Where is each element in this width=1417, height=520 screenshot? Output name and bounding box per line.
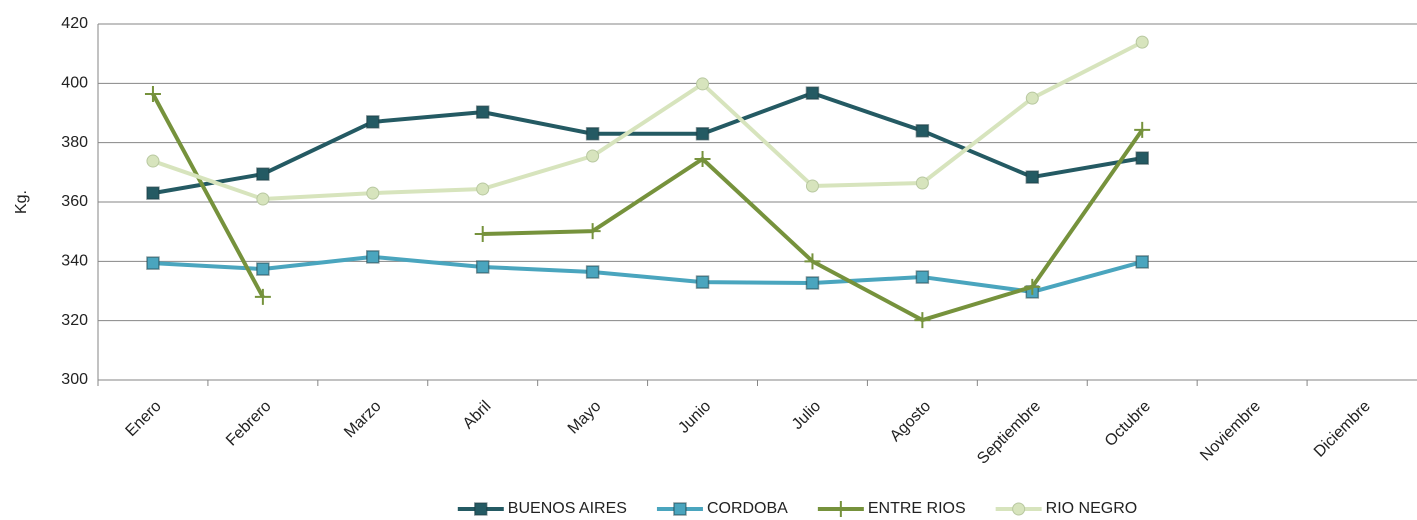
marker <box>1135 35 1149 49</box>
x-tick-label: Abril <box>460 398 495 433</box>
marker <box>695 127 710 141</box>
series-line <box>152 91 1143 196</box>
x-tick-label: Febrero <box>223 398 275 450</box>
x-tick-label: Diciembre <box>1311 398 1374 461</box>
marker <box>476 182 490 196</box>
marker <box>915 124 930 138</box>
marker <box>1012 502 1026 516</box>
legend-label: BUENOS AIRES <box>508 500 627 517</box>
x-tick-label: Marzo <box>341 398 385 442</box>
marker <box>696 77 710 91</box>
y-tick-label: 380 <box>61 134 88 151</box>
x-tick-label: Septiembre <box>974 398 1044 468</box>
y-tick-label: 360 <box>61 193 88 210</box>
x-tick-label: Mayo <box>565 398 605 438</box>
marker <box>146 256 160 270</box>
marker <box>366 186 380 200</box>
marker <box>144 86 161 103</box>
marker <box>673 502 687 516</box>
y-tick-label: 320 <box>61 312 88 329</box>
x-tick-label: Junio <box>675 398 714 437</box>
marker <box>805 86 820 100</box>
marker <box>585 127 600 141</box>
marker <box>1025 91 1039 105</box>
legend-item: BUENOS AIRES <box>457 500 627 517</box>
marker <box>1135 255 1149 269</box>
marker <box>915 270 930 284</box>
marker <box>804 253 821 270</box>
marker <box>146 186 160 200</box>
series-line <box>152 254 1143 294</box>
legend-item: RIO NEGRO <box>995 500 1138 517</box>
x-tick-label: Noviembre <box>1197 398 1264 465</box>
marker <box>254 288 271 305</box>
marker <box>915 176 929 190</box>
x-tick-label: Enero <box>123 398 165 440</box>
y-tick-label: 420 <box>61 15 88 32</box>
marker <box>256 192 270 206</box>
marker <box>832 501 849 517</box>
marker <box>584 223 601 240</box>
marker <box>1024 278 1041 295</box>
marker <box>1134 121 1151 138</box>
marker <box>694 150 711 167</box>
legend-item: CORDOBA <box>656 500 788 517</box>
x-tick-label: Octubre <box>1102 398 1154 450</box>
legend-label: ENTRE RIOS <box>868 500 966 517</box>
marker <box>805 276 820 290</box>
marker <box>474 502 488 516</box>
marker <box>366 250 380 264</box>
y-axis-label: Kg. <box>13 190 30 214</box>
legend-item: ENTRE RIOS <box>817 500 966 517</box>
x-tick-label: Agosto <box>887 398 934 445</box>
series-line <box>152 40 1144 202</box>
y-tick-label: 340 <box>61 253 88 270</box>
marker <box>474 226 491 243</box>
marker <box>146 154 160 168</box>
marker <box>1025 170 1040 184</box>
legend-label: RIO NEGRO <box>1046 500 1138 517</box>
marker <box>256 167 270 181</box>
marker <box>1135 151 1149 165</box>
marker <box>366 115 380 129</box>
marker <box>586 149 600 163</box>
legend: BUENOS AIRES CORDOBA ENTRE RIOS RIO NEGRO <box>457 500 1138 517</box>
marker <box>475 260 490 274</box>
legend-label: CORDOBA <box>707 500 788 517</box>
y-tick-label: 400 <box>61 75 88 92</box>
marker <box>256 262 270 276</box>
marker <box>475 105 490 119</box>
marker <box>914 312 931 329</box>
marker <box>695 275 710 289</box>
marker <box>805 179 819 193</box>
y-tick-label: 300 <box>61 371 88 388</box>
marker <box>585 265 600 279</box>
x-tick-label: Julio <box>789 398 824 433</box>
